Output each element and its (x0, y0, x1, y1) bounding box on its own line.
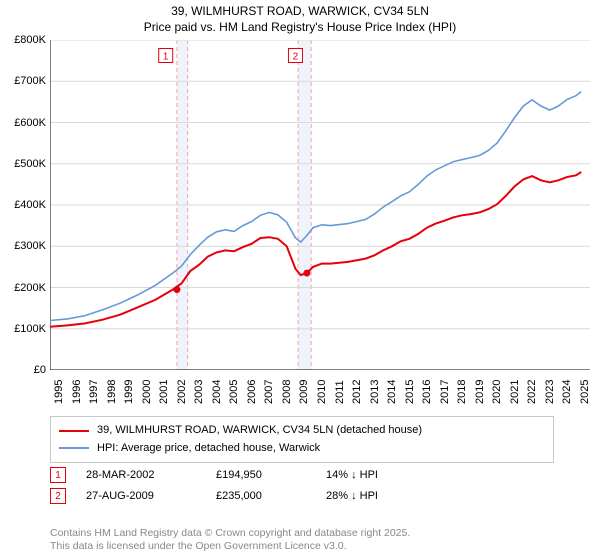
x-tick-label: 2025 (579, 380, 591, 404)
title-line2: Price paid vs. HM Land Registry's House … (0, 20, 600, 36)
y-tick-label: £800K (14, 34, 46, 46)
y-tick-label: £0 (34, 364, 46, 376)
x-tick-label: 1999 (123, 380, 135, 404)
y-axis: £0£100K£200K£300K£400K£500K£600K£700K£80… (0, 40, 50, 370)
x-tick-label: 2015 (404, 380, 416, 404)
x-tick-label: 2011 (334, 380, 346, 404)
x-tick-label: 2012 (351, 380, 363, 404)
x-axis: 1995 1996 1997 1998 1999 2000 2001 2002 2003 2004… (50, 370, 590, 410)
y-tick-label: £200K (14, 282, 46, 294)
x-tick-label: 2018 (456, 380, 468, 404)
txn-diff: 14% ↓ HPI (326, 465, 436, 486)
txn-price: £235,000 (216, 486, 306, 507)
x-tick-label: 2023 (544, 380, 556, 404)
txn-diff: 28% ↓ HPI (326, 486, 436, 507)
x-tick-label: 2007 (263, 380, 275, 404)
y-tick-label: £600K (14, 117, 46, 129)
footer-line2: This data is licensed under the Open Gov… (50, 540, 410, 554)
x-tick-label: 2022 (526, 380, 538, 404)
x-tick-label: 2010 (316, 380, 328, 404)
transactions: 1 28-MAR-2002 £194,950 14% ↓ HPI 2 27-AU… (50, 465, 554, 507)
x-tick-label: 1998 (106, 380, 118, 404)
svg-text:1: 1 (163, 52, 169, 63)
y-tick-label: £400K (14, 199, 46, 211)
x-tick-label: 2006 (246, 380, 258, 404)
legend-row: 39, WILMHURST ROAD, WARWICK, CV34 5LN (d… (59, 422, 545, 440)
txn-date: 28-MAR-2002 (86, 465, 196, 486)
chart-title: 39, WILMHURST ROAD, WARWICK, CV34 5LN Pr… (0, 0, 600, 35)
x-tick-label: 2005 (228, 380, 240, 404)
legend-label: HPI: Average price, detached house, Warw… (97, 440, 320, 458)
y-tick-label: £100K (14, 323, 46, 335)
txn-date: 27-AUG-2009 (86, 486, 196, 507)
legend-swatch-b (59, 447, 89, 449)
x-tick-label: 2009 (298, 380, 310, 404)
x-tick-label: 2019 (474, 380, 486, 404)
x-tick-label: 1996 (71, 380, 83, 404)
x-tick-label: 1997 (88, 380, 100, 404)
footer-line1: Contains HM Land Registry data © Crown c… (50, 527, 410, 541)
legend-row: HPI: Average price, detached house, Warw… (59, 440, 545, 458)
x-tick-label: 2021 (509, 380, 521, 404)
x-tick-label: 2013 (369, 380, 381, 404)
page: 39, WILMHURST ROAD, WARWICK, CV34 5LN Pr… (0, 0, 600, 560)
txn-price: £194,950 (216, 465, 306, 486)
svg-text:2: 2 (293, 52, 299, 63)
txn-marker: 2 (50, 488, 66, 504)
x-tick-label: 2000 (141, 380, 153, 404)
x-tick-label: 1995 (53, 380, 65, 404)
y-tick-label: £500K (14, 158, 46, 170)
plot-area: 12 (50, 40, 590, 370)
x-tick-label: 2001 (158, 380, 170, 404)
x-tick-label: 2008 (281, 380, 293, 404)
x-tick-label: 2016 (421, 380, 433, 404)
x-tick-label: 2024 (561, 380, 573, 404)
y-tick-label: £300K (14, 240, 46, 252)
footer: Contains HM Land Registry data © Crown c… (50, 527, 410, 554)
title-line1: 39, WILMHURST ROAD, WARWICK, CV34 5LN (0, 4, 600, 20)
txn-marker: 1 (50, 467, 66, 483)
legend: 39, WILMHURST ROAD, WARWICK, CV34 5LN (d… (50, 416, 554, 463)
x-tick-label: 2014 (386, 380, 398, 404)
x-tick-label: 2004 (211, 380, 223, 404)
transaction-row: 1 28-MAR-2002 £194,950 14% ↓ HPI (50, 465, 554, 486)
chart: £0£100K£200K£300K£400K£500K£600K£700K£80… (0, 40, 600, 410)
legend-label: 39, WILMHURST ROAD, WARWICK, CV34 5LN (d… (97, 422, 422, 440)
x-tick-label: 2020 (491, 380, 503, 404)
y-tick-label: £700K (14, 75, 46, 87)
legend-swatch-a (59, 430, 89, 432)
x-tick-label: 2002 (176, 380, 188, 404)
x-tick-label: 2017 (439, 380, 451, 404)
x-tick-label: 2003 (193, 380, 205, 404)
transaction-row: 2 27-AUG-2009 £235,000 28% ↓ HPI (50, 486, 554, 507)
